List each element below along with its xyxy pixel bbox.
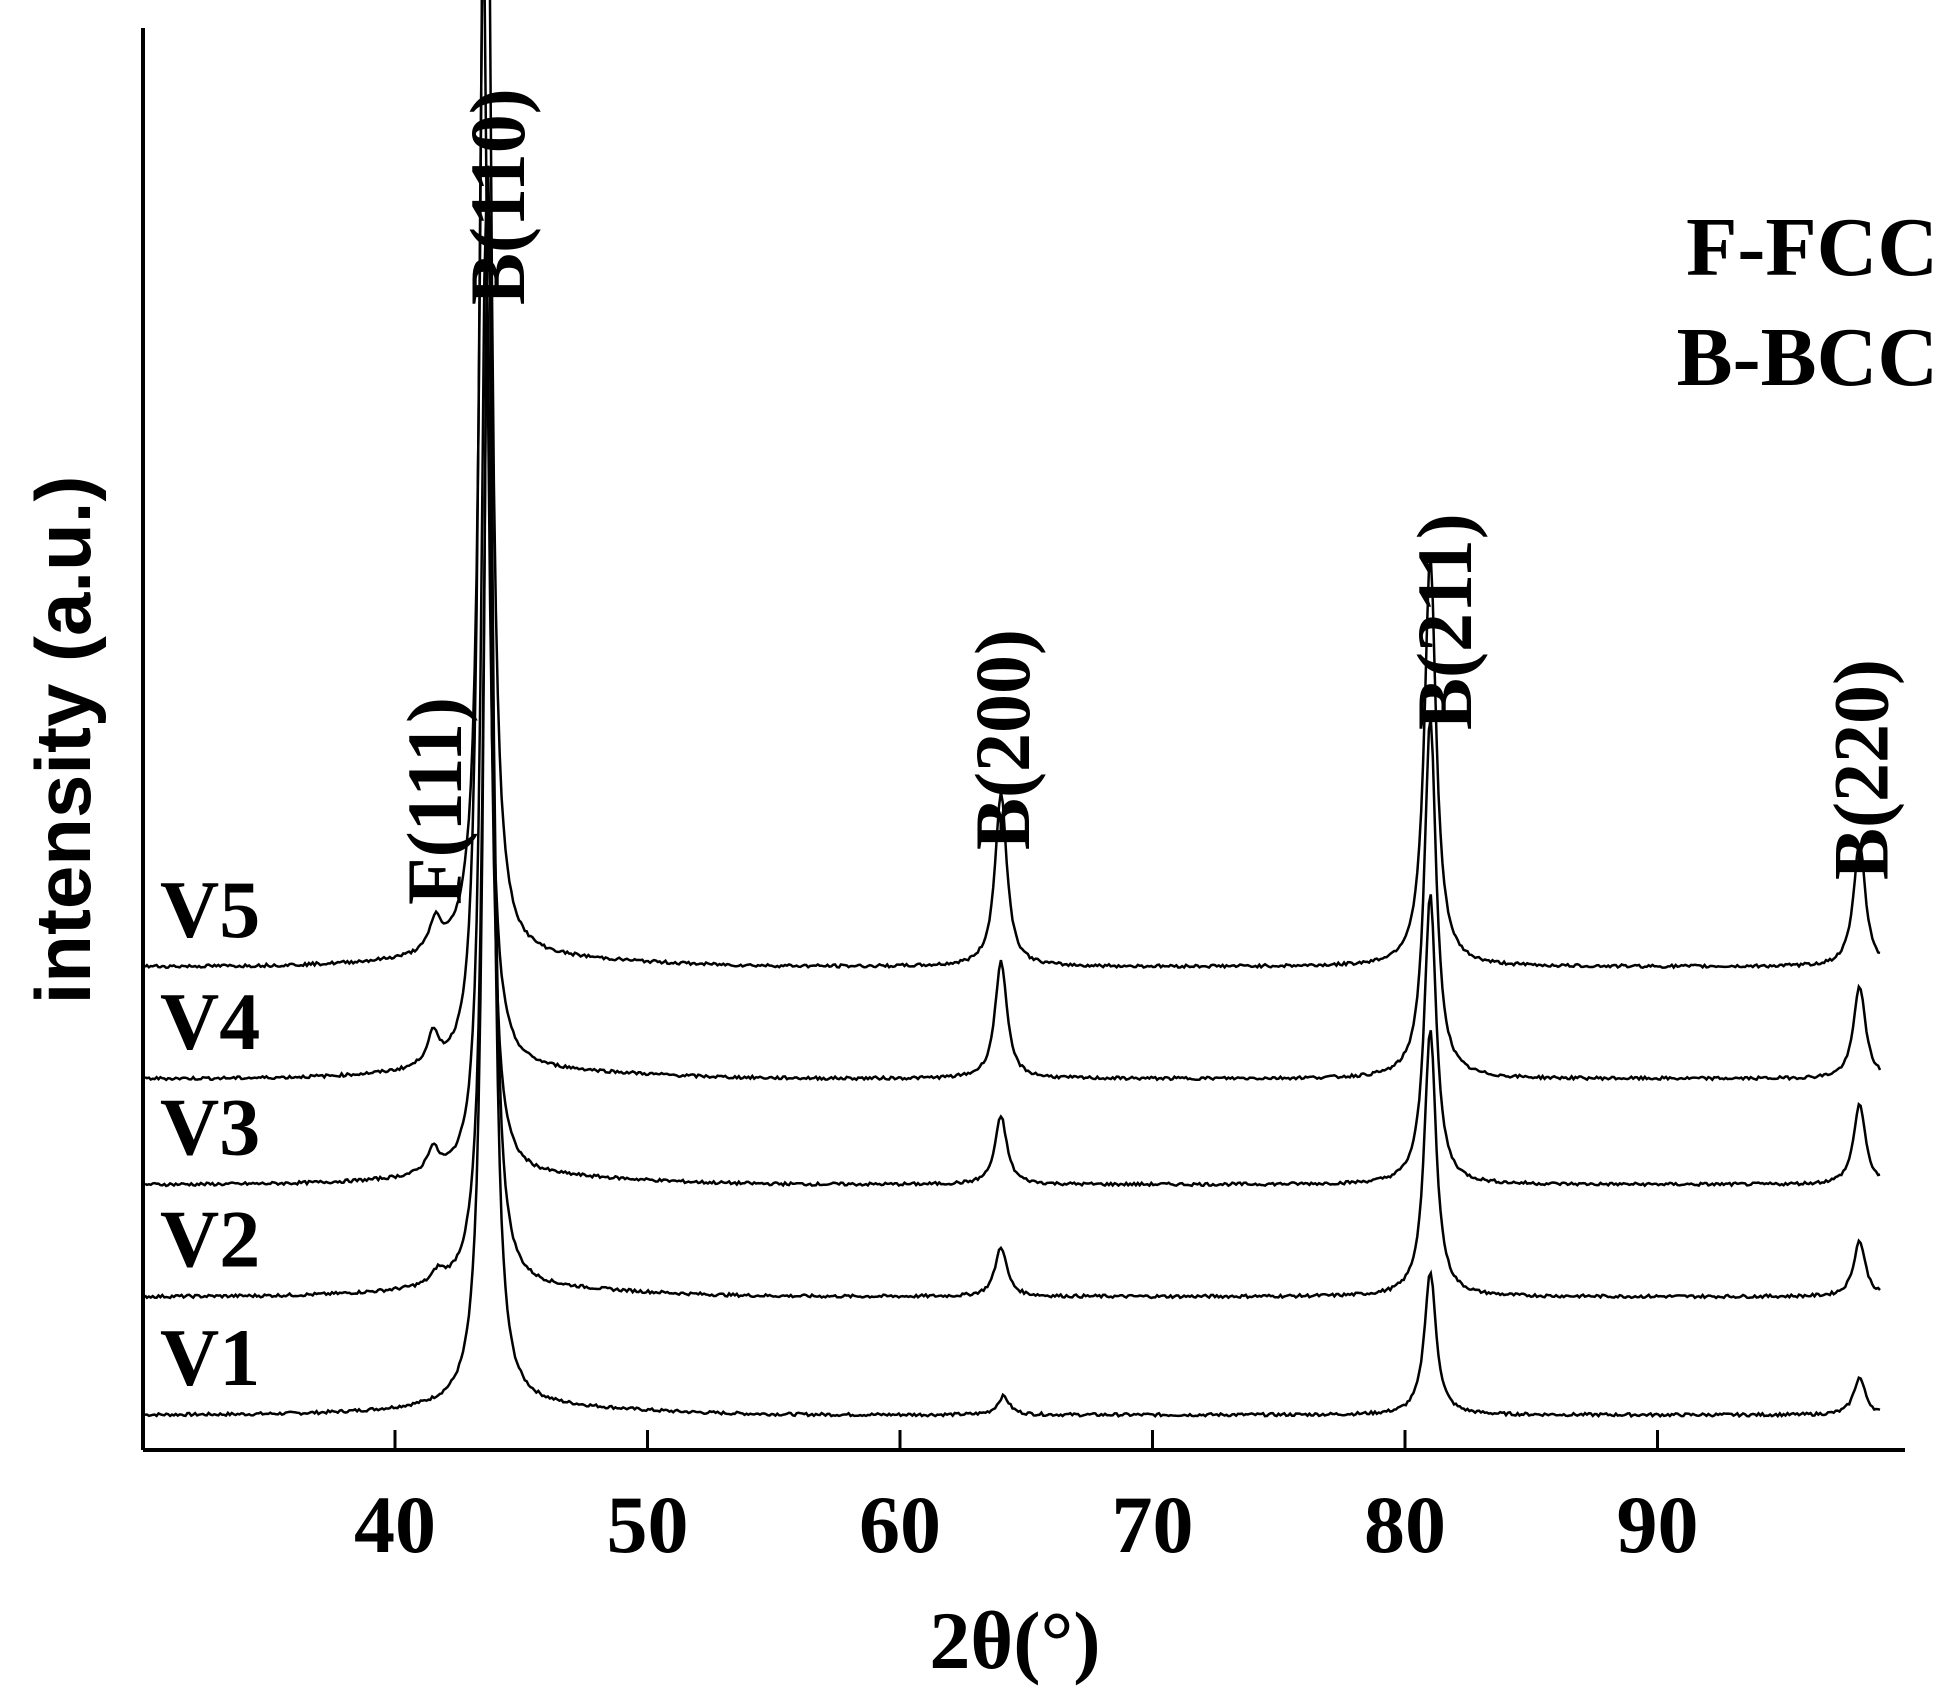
peak-label-f111: F(111) — [391, 697, 478, 905]
x-tick-label-70: 70 — [1112, 1479, 1194, 1570]
series-label-v4: V4 — [160, 976, 260, 1067]
series-label-v1: V1 — [160, 1312, 260, 1403]
x-tick-label-80: 80 — [1364, 1479, 1446, 1570]
x-axis-title: 2θ(°) — [929, 1595, 1100, 1686]
series-line-v3 — [144, 208, 1881, 1188]
series-label-v2: V2 — [160, 1194, 260, 1285]
peak-label-b110: B(110) — [454, 88, 541, 305]
series-line-v1 — [144, 165, 1881, 1419]
series-label-v3: V3 — [160, 1082, 260, 1173]
x-ticks: 40 50 60 70 80 90 — [354, 1430, 1699, 1570]
x-tick-label-60: 60 — [859, 1479, 941, 1570]
series-line-v2 — [144, 194, 1881, 1300]
y-axis-title: intensity (a.u.) — [19, 476, 107, 1005]
series-label-v5: V5 — [160, 864, 260, 955]
labels: V1 V2 V3 V4 V5 F(111) B(110) B(200) B(211) B(220) — [160, 88, 1905, 1403]
peak-label-b211: B(211) — [1401, 513, 1488, 730]
legend-entry-bcc: B-BCC — [1677, 311, 1938, 404]
peak-label-b200: B(200) — [959, 629, 1046, 850]
x-tick-label-90: 90 — [1617, 1479, 1699, 1570]
series-layer — [144, 0, 1882, 1419]
peak-label-b220: B(220) — [1818, 659, 1905, 880]
series-line-v4 — [144, 0, 1882, 1082]
legend-entry-fcc: F-FCC — [1686, 201, 1938, 294]
x-tick-label-50: 50 — [607, 1479, 689, 1570]
x-tick-label-40: 40 — [354, 1479, 436, 1570]
series-line-v5 — [144, 0, 1881, 970]
